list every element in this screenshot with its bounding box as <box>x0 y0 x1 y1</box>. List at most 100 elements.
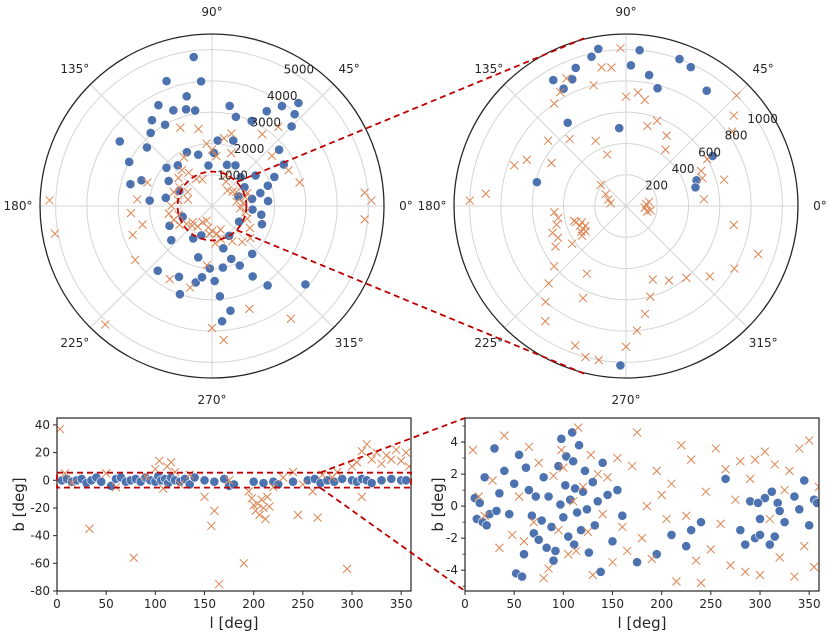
data-point-cross <box>696 166 706 176</box>
data-point-cross <box>667 479 676 489</box>
data-point-cross <box>731 495 740 505</box>
data-point-circle <box>474 497 485 508</box>
data-point-cross <box>549 471 558 481</box>
x-tick-label: 250 <box>291 597 314 611</box>
x-tick-label: 300 <box>341 597 364 611</box>
data-point-cross <box>729 111 739 120</box>
angle-tick-label: 315° <box>749 336 778 350</box>
data-point-cross <box>352 457 362 467</box>
data-point-cross <box>549 99 559 108</box>
data-point-cross <box>702 154 712 164</box>
data-point-circle <box>578 486 588 497</box>
y-tick-label: -4 <box>446 563 458 577</box>
data-point-circle <box>690 182 701 193</box>
angle-tick-label: 270° <box>198 393 227 407</box>
data-point-cross <box>565 134 575 144</box>
data-point-cross <box>588 570 598 580</box>
data-point-circle <box>181 104 191 115</box>
data-point-cross <box>581 226 590 236</box>
data-point-circle <box>626 60 636 71</box>
data-point-cross <box>286 314 296 324</box>
zoom-connector-line <box>236 37 586 183</box>
data-point-cross <box>202 216 212 226</box>
data-point-circle <box>563 531 574 542</box>
data-point-cross <box>221 177 231 186</box>
data-point-cross <box>357 492 367 502</box>
data-point-cross <box>263 492 272 502</box>
data-point-cross <box>529 517 539 527</box>
data-point-cross <box>621 342 631 352</box>
data-point-circle <box>256 209 267 220</box>
data-point-cross <box>386 455 396 464</box>
data-point-cross <box>581 352 590 362</box>
data-point-cross <box>534 458 544 468</box>
data-point-circle <box>614 123 625 134</box>
y-tick-label: -60 <box>30 556 50 570</box>
data-point-cross <box>194 124 203 134</box>
data-point-cross <box>652 116 662 126</box>
y-tick-label: 40 <box>35 418 50 432</box>
data-point-cross <box>382 451 391 460</box>
data-point-cross <box>598 509 608 519</box>
angle-tick-label: 270° <box>612 393 641 407</box>
data-point-circle <box>576 525 586 536</box>
x-axis-label: l [deg] <box>210 614 259 632</box>
data-point-circle <box>666 530 677 540</box>
data-point-circle <box>337 473 348 484</box>
data-point-circle <box>550 546 561 556</box>
data-point-cross <box>589 80 598 90</box>
y-axis-label: b [deg] <box>10 477 28 531</box>
data-point-circle <box>401 475 411 486</box>
radial-tick-label: 200 <box>645 178 668 192</box>
data-point-circle <box>190 105 201 116</box>
data-point-circle <box>586 51 597 62</box>
data-point-cross <box>183 195 193 204</box>
data-point-cross <box>648 275 658 284</box>
data-point-circle <box>772 497 783 508</box>
data-point-cross <box>602 150 612 159</box>
data-point-circle <box>96 476 107 487</box>
data-point-cross <box>716 519 726 529</box>
data-point-cross <box>223 186 232 195</box>
data-point-cross <box>360 215 370 224</box>
data-point-cross <box>45 195 54 205</box>
data-point-cross <box>662 514 671 524</box>
y-tick-label: -40 <box>30 529 50 543</box>
angle-tick-label: 0° <box>399 199 413 213</box>
data-point-cross <box>200 492 209 502</box>
data-point-cross <box>701 487 711 497</box>
data-point-cross <box>519 536 529 546</box>
data-point-cross <box>183 187 192 197</box>
radial-tick-label: 400 <box>672 162 695 176</box>
data-point-cross <box>613 453 622 463</box>
data-point-cross <box>557 445 566 455</box>
data-point-cross <box>632 428 642 437</box>
data-point-cross <box>799 541 809 551</box>
data-point-circle <box>209 276 220 286</box>
data-point-circle <box>288 476 298 487</box>
angular-gridline <box>504 84 627 207</box>
data-point-cross <box>726 561 735 570</box>
data-point-circle <box>531 177 542 188</box>
data-point-cross <box>814 482 819 492</box>
data-point-circle <box>257 219 267 230</box>
data-point-cross <box>347 462 357 471</box>
data-point-circle <box>293 98 304 108</box>
data-point-cross <box>465 196 475 205</box>
data-point-cross <box>596 180 606 190</box>
data-point-cross <box>745 474 755 484</box>
data-point-cross <box>676 440 686 450</box>
data-point-cross <box>642 207 652 217</box>
data-point-cross <box>568 496 578 506</box>
data-point-cross <box>643 121 652 131</box>
data-point-cross <box>367 455 377 464</box>
data-point-circle <box>234 216 244 227</box>
zoom-region-circle <box>176 170 248 242</box>
data-point-cross <box>308 486 318 496</box>
data-point-cross <box>209 506 219 516</box>
data-point-cross <box>735 456 745 466</box>
data-point-circle <box>286 121 297 132</box>
data-point-cross <box>672 577 681 586</box>
data-point-cross <box>278 473 288 482</box>
data-point-circle <box>230 160 241 171</box>
